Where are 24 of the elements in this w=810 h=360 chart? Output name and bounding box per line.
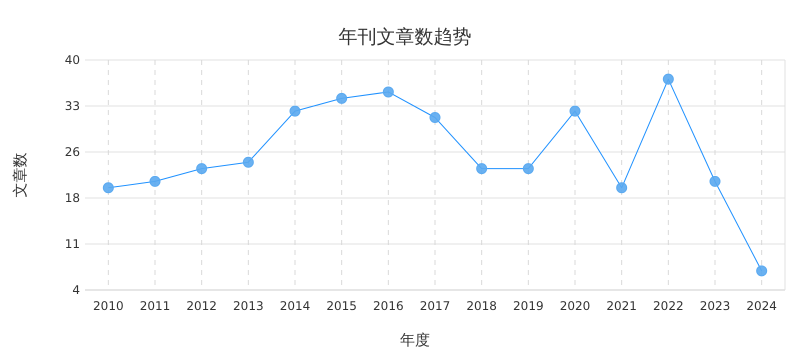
x-tick-label: 2021 <box>606 299 637 313</box>
x-tick-label: 2013 <box>233 299 264 313</box>
x-tick-label: 2015 <box>326 299 357 313</box>
x-tick-label: 2012 <box>186 299 217 313</box>
x-tick-label: 2022 <box>653 299 684 313</box>
x-tick-label: 2016 <box>373 299 404 313</box>
chart-title: 年刊文章数趋势 <box>338 26 472 48</box>
y-tick-label: 33 <box>64 99 80 114</box>
y-tick-label: 4 <box>72 283 80 298</box>
x-tick-label: 2017 <box>420 299 450 313</box>
x-tick-label: 2024 <box>746 299 777 313</box>
x-axis-title: 年度 <box>400 331 430 349</box>
x-tick-label: 2023 <box>700 299 730 313</box>
y-tick-label: 40 <box>64 53 80 68</box>
x-tick-label: 2011 <box>140 299 170 313</box>
y-axis-title: 文章数 <box>11 152 29 198</box>
y-tick-label: 11 <box>64 237 80 252</box>
y-tick-label: 18 <box>64 191 80 206</box>
x-tick-label: 2010 <box>93 299 124 313</box>
x-tick-label: 2018 <box>466 299 497 313</box>
x-tick-label: 2020 <box>560 299 590 313</box>
x-tick-label: 2019 <box>513 299 544 313</box>
y-tick-label: 26 <box>64 145 80 160</box>
x-tick-label: 2014 <box>280 299 310 313</box>
